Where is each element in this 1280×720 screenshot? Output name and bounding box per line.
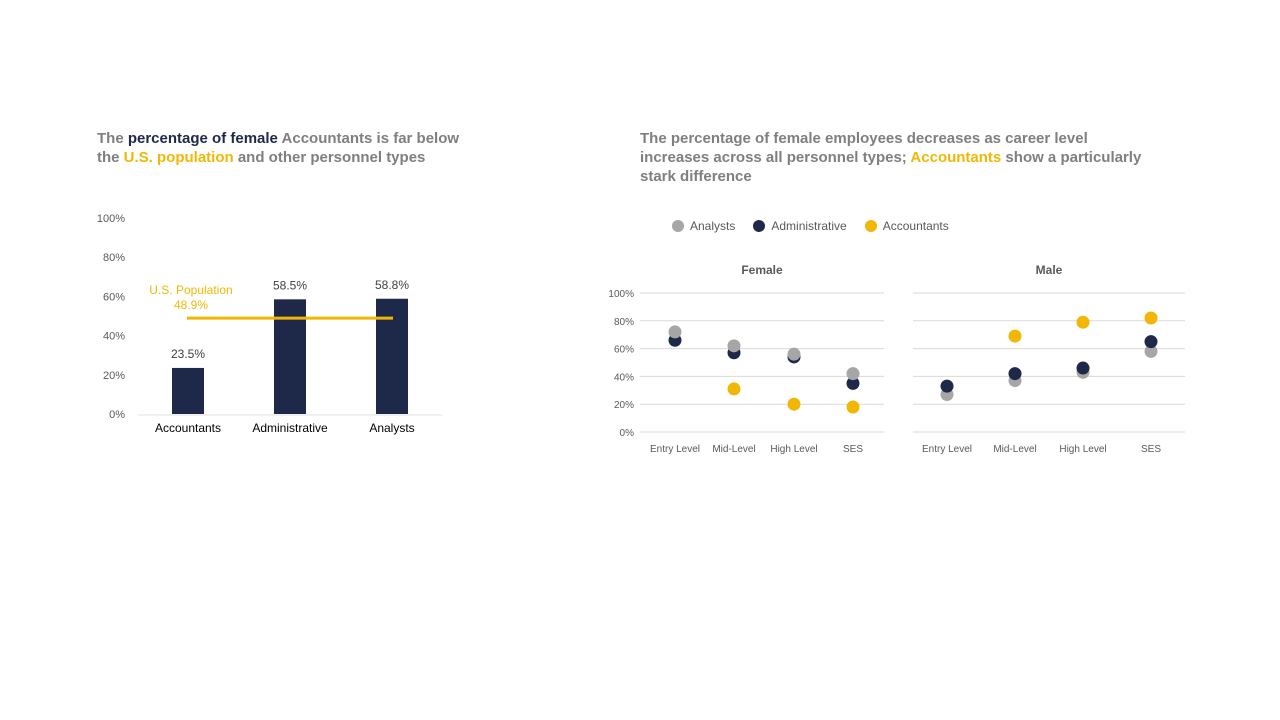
bar-administrative [274,299,306,414]
bar-data-label: 58.8% [375,278,409,292]
legend-label: Accountants [882,219,949,233]
y-tick-label: 0% [109,409,125,421]
y-tick-label: 100% [97,213,125,225]
x-tick-label: Entry Level [922,444,972,455]
x-tick-label: SES [843,444,863,455]
point-male-administrative [1144,335,1158,349]
point-male-accountants [1008,329,1022,343]
point-female-accountants [846,400,860,414]
x-tick-label: Mid-Level [993,444,1036,455]
y-tick-label: 40% [614,372,634,383]
x-tick-label: Accountants [155,421,221,435]
reference-line-value: 48.9% [174,298,208,312]
legend-label: Analysts [690,219,736,233]
right-chart-title: The percentage of female employees decre… [640,129,1150,186]
reference-line-label: U.S. Population [149,283,232,297]
title-text: and other personnel types [233,149,426,166]
point-female-analysts [846,367,860,381]
legend-item-analysts: Analysts [672,219,735,233]
legend-label: Administrative [771,219,847,233]
y-tick-label: 20% [103,370,125,382]
x-tick-label: Entry Level [650,444,700,455]
point-male-administrative [1076,361,1090,375]
x-tick-label: High Level [770,444,817,455]
bar-data-label: 58.5% [273,278,307,292]
y-tick-label: 60% [614,345,634,356]
x-tick-label: Analysts [369,421,414,435]
legend-marker [864,220,877,232]
point-male-accountants [1076,315,1090,329]
point-female-analysts [727,339,741,353]
title-text: The percentage of female employees decre… [640,130,1088,166]
title-text: Accountants is far below [277,130,460,147]
panel-title-male: Male [1036,263,1063,277]
y-tick-label: 60% [103,291,125,303]
x-tick-label: High Level [1059,444,1106,455]
point-male-accountants [1144,311,1158,325]
bar-accountants [172,367,204,414]
x-tick-label: Mid-Level [712,444,755,455]
bar-data-label: 23.5% [171,347,205,361]
title-highlight-accountants: Accountants [910,149,1002,166]
y-tick-label: 80% [103,252,125,264]
legend-marker [672,220,684,232]
panel-title-female: Female [741,263,783,277]
x-tick-label: SES [1141,444,1161,455]
title-highlight-female: percentage of female [127,130,278,147]
title-text: The [97,130,128,147]
y-tick-label: 40% [103,331,125,343]
point-male-administrative [1008,367,1022,381]
legend-item-administrative: Administrative [753,219,847,233]
point-female-accountants [727,382,741,396]
title-highlight-us-population: U.S. population [123,149,234,166]
left-chart-title: The percentage of female Accountants is … [97,129,477,167]
point-female-administrative [846,376,860,390]
point-male-administrative [940,379,954,393]
y-tick-label: 80% [614,317,634,328]
point-male-analysts [1144,344,1158,358]
y-tick-label: 20% [614,400,634,411]
legend-marker [753,220,766,232]
x-tick-label: Administrative [252,421,328,435]
y-tick-label: 0% [620,428,635,439]
point-female-analysts [787,347,801,361]
y-tick-label: 100% [608,289,634,300]
bar-analysts [376,298,408,414]
scatter-legend: Analysts Administrative Accountants [672,219,949,233]
legend-item-accountants: Accountants [864,219,949,233]
point-female-accountants [787,397,801,411]
point-female-analysts [668,325,682,339]
title-text: the [97,149,124,166]
title-text: show a particularly stark difference [640,149,1142,185]
